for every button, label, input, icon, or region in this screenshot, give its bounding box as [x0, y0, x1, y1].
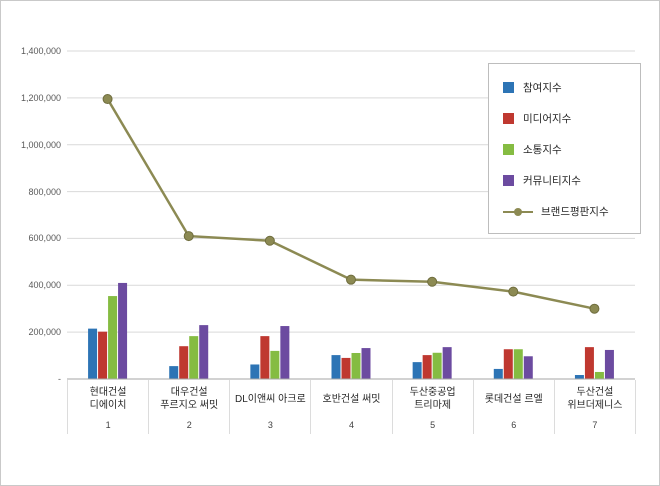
bar-series-1-cat-6: [493, 368, 503, 379]
legend-label: 소통지수: [523, 144, 562, 156]
category-name: 현대건설: [89, 387, 127, 398]
y-axis-tick-label: -: [58, 374, 61, 384]
y-axis-tick-label: 1,000,000: [20, 140, 61, 150]
bar-series-1-cat-3: [250, 364, 260, 379]
line-marker-cat-6: [508, 286, 519, 297]
category-name: 디에이치: [89, 400, 127, 411]
category-number: 1: [105, 420, 111, 430]
bar-series-2-cat-3: [260, 336, 270, 379]
category-label-4: 호반건설 써밋 4: [311, 380, 393, 434]
bar-series-2-cat-6: [503, 349, 513, 379]
bar-series-3-cat-6: [513, 349, 523, 379]
category-name: 롯데건설 르엘: [484, 393, 543, 405]
category-name: 푸르지오 써밋: [160, 400, 219, 411]
category-number: 4: [348, 420, 354, 430]
bar-series-2-cat-4: [341, 357, 351, 379]
category-name: 호반건설 써밋: [322, 393, 381, 405]
line-marker-cat-1: [102, 94, 113, 105]
bar-series-2-cat-2: [179, 346, 189, 379]
legend-line-marker-icon: [503, 207, 533, 216]
bar-series-3-cat-7: [594, 371, 604, 379]
bar-series-4-cat-3: [280, 326, 290, 379]
category-number: 7: [592, 420, 598, 430]
bar-series-3-cat-3: [270, 350, 280, 379]
y-axis-tick-label: 1,200,000: [20, 93, 61, 103]
bar-series-1-cat-1: [88, 328, 98, 379]
y-axis-tick-label: 200,000: [28, 327, 61, 337]
bar-series-3-cat-4: [351, 352, 361, 379]
bar-series-4-cat-7: [604, 349, 614, 379]
legend-swatch-participation-index: [503, 82, 514, 93]
legend-item-brand-reputation-index: 브랜드평판지수: [489, 196, 640, 227]
legend-swatch-media-index: [503, 113, 514, 124]
legend-swatch-community-index: [503, 175, 514, 186]
bar-series-1-cat-5: [412, 362, 422, 379]
bar-series-4-cat-4: [361, 348, 371, 379]
legend-label: 미디어지수: [523, 113, 572, 125]
bar-series-3-cat-1: [108, 296, 118, 379]
line-marker-cat-4: [346, 274, 356, 285]
y-axis-tick-label: 600,000: [28, 233, 61, 243]
legend-item-community-index: 커뮤니티지수: [489, 165, 640, 196]
line-marker-cat-7: [589, 303, 600, 314]
legend-swatch-communication-index: [503, 144, 514, 155]
category-number: 2: [186, 420, 192, 430]
legend-item-participation-index: 참여지수: [489, 72, 640, 103]
category-number: 3: [267, 420, 273, 430]
category-name: 대우건설: [170, 387, 208, 398]
bar-series-3-cat-5: [432, 352, 442, 379]
category-label-3: DL이앤씨 아크로 3: [230, 380, 312, 434]
line-marker-cat-5: [427, 276, 438, 287]
bar-series-2-cat-7: [584, 347, 594, 379]
bar-series-4-cat-6: [523, 356, 533, 379]
y-axis-tick-label: 1,400,000: [20, 46, 61, 56]
category-label-6: 롯데건설 르엘 6: [474, 380, 555, 434]
category-name: 두산중공업: [409, 387, 456, 398]
bar-series-1-cat-2: [169, 366, 179, 379]
line-marker-cat-2: [183, 231, 194, 242]
legend-line-dot-icon: [514, 207, 522, 216]
bar-series-3-cat-2: [189, 336, 199, 379]
legend-label: 참여지수: [523, 82, 562, 94]
legend-label: 커뮤니티지수: [523, 175, 581, 187]
bar-series-1-cat-7: [574, 375, 584, 379]
bar-series-1-cat-4: [331, 355, 341, 379]
category-name: 위브더제니스: [567, 400, 623, 411]
category-number: 6: [511, 420, 517, 430]
y-axis-tick-label: 800,000: [28, 187, 61, 197]
category-name: 트리마제: [414, 400, 452, 411]
legend: 참여지수 미디어지수 소통지수 커뮤니티지수 브랜드평판지수: [488, 63, 641, 234]
line-marker-cat-3: [264, 235, 275, 246]
category-number: 5: [430, 420, 436, 430]
category-name: DL이앤씨 아크로: [234, 393, 306, 405]
category-name: 두산건설: [576, 387, 614, 398]
bar-series-4-cat-5: [442, 347, 452, 379]
bar-series-4-cat-2: [199, 325, 209, 379]
bar-series-2-cat-5: [422, 355, 432, 379]
legend-item-media-index: 미디어지수: [489, 103, 640, 134]
bar-series-4-cat-1: [118, 282, 128, 379]
legend-label: 브랜드평판지수: [541, 206, 609, 218]
legend-item-communication-index: 소통지수: [489, 134, 640, 165]
y-axis-tick-label: 400,000: [28, 280, 61, 290]
bar-series-2-cat-1: [98, 331, 108, 379]
